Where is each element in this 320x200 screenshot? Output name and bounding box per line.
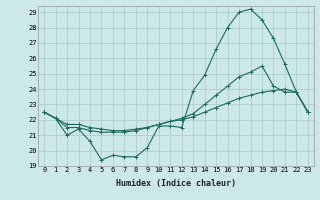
X-axis label: Humidex (Indice chaleur): Humidex (Indice chaleur) — [116, 179, 236, 188]
